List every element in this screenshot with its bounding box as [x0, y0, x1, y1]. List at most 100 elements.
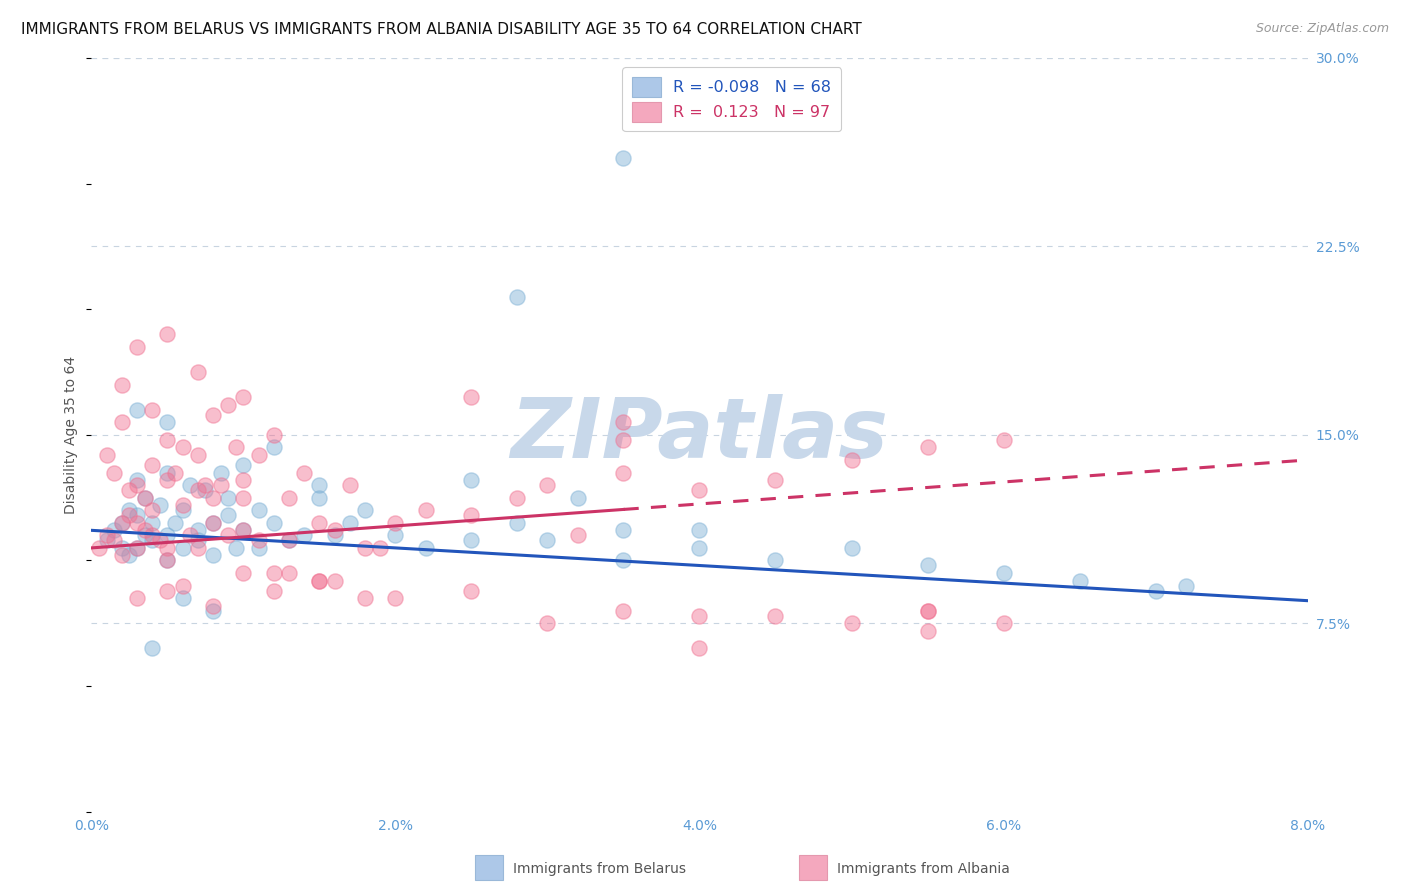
Point — [460, 533, 482, 548]
Point — [247, 448, 270, 462]
Point — [278, 491, 301, 505]
Text: Source: ZipAtlas.com: Source: ZipAtlas.com — [1256, 22, 1389, 36]
Point — [993, 616, 1015, 631]
Point — [179, 528, 201, 542]
Point — [612, 553, 634, 567]
Point — [134, 524, 156, 538]
Point — [263, 428, 285, 442]
Point — [323, 574, 346, 588]
Text: ZIPatlas: ZIPatlas — [510, 394, 889, 475]
Point — [103, 466, 125, 480]
Point — [917, 624, 939, 638]
Point — [506, 491, 529, 505]
Point — [156, 583, 179, 598]
Point — [278, 533, 301, 548]
Point — [141, 402, 163, 417]
Text: Immigrants from Belarus: Immigrants from Belarus — [513, 862, 686, 876]
Point — [460, 508, 482, 523]
Point — [460, 583, 482, 598]
Point — [209, 478, 232, 492]
Point — [217, 398, 239, 412]
Point — [202, 604, 225, 618]
Point — [506, 516, 529, 530]
Point — [111, 516, 134, 530]
Point — [263, 566, 285, 580]
Point — [156, 528, 179, 542]
Point — [765, 608, 787, 623]
Point — [536, 533, 558, 548]
Point — [232, 491, 254, 505]
Point — [141, 641, 163, 656]
Point — [156, 473, 179, 487]
Point — [118, 483, 141, 497]
Point — [125, 402, 148, 417]
Point — [156, 433, 179, 447]
Y-axis label: Disability Age 35 to 64: Disability Age 35 to 64 — [65, 356, 79, 514]
Point — [1175, 579, 1198, 593]
Point — [415, 541, 437, 555]
Point — [202, 516, 225, 530]
Point — [125, 478, 148, 492]
Point — [323, 528, 346, 542]
Point — [141, 503, 163, 517]
Point — [536, 478, 558, 492]
Point — [612, 604, 634, 618]
Point — [612, 466, 634, 480]
Point — [172, 541, 194, 555]
Text: Immigrants from Albania: Immigrants from Albania — [837, 862, 1010, 876]
Point — [1069, 574, 1091, 588]
Point — [103, 533, 125, 548]
Point — [202, 516, 225, 530]
Point — [278, 566, 301, 580]
Point — [292, 466, 315, 480]
Point — [612, 152, 634, 166]
Point — [187, 541, 209, 555]
Point — [232, 473, 254, 487]
Point — [111, 516, 134, 530]
Point — [278, 533, 301, 548]
Point — [567, 491, 589, 505]
Point — [247, 533, 270, 548]
Point — [172, 441, 194, 455]
Point — [187, 483, 209, 497]
Point — [194, 483, 217, 497]
Point — [841, 541, 863, 555]
Point — [141, 458, 163, 472]
Point — [308, 478, 330, 492]
Point — [217, 508, 239, 523]
Point — [125, 541, 148, 555]
Point — [202, 491, 225, 505]
Point — [323, 524, 346, 538]
Point — [225, 441, 247, 455]
Legend: R = -0.098   N = 68, R =  0.123   N = 97: R = -0.098 N = 68, R = 0.123 N = 97 — [623, 68, 841, 131]
Point — [125, 508, 148, 523]
Point — [993, 566, 1015, 580]
Point — [339, 516, 361, 530]
Point — [688, 524, 710, 538]
Point — [917, 558, 939, 573]
Point — [141, 516, 163, 530]
Point — [149, 533, 172, 548]
Point — [111, 541, 134, 555]
Point — [308, 491, 330, 505]
Point — [384, 591, 406, 606]
Point — [688, 541, 710, 555]
Point — [688, 483, 710, 497]
Point — [111, 415, 134, 429]
Point — [308, 574, 330, 588]
Point — [225, 541, 247, 555]
Point — [339, 478, 361, 492]
Point — [156, 553, 179, 567]
Point — [125, 516, 148, 530]
Point — [232, 566, 254, 580]
Point — [292, 528, 315, 542]
Point — [96, 533, 118, 548]
Point — [247, 541, 270, 555]
Point — [141, 528, 163, 542]
Point — [202, 599, 225, 613]
Point — [993, 433, 1015, 447]
Point — [156, 415, 179, 429]
Point — [172, 503, 194, 517]
Point — [187, 533, 209, 548]
Point — [841, 453, 863, 467]
